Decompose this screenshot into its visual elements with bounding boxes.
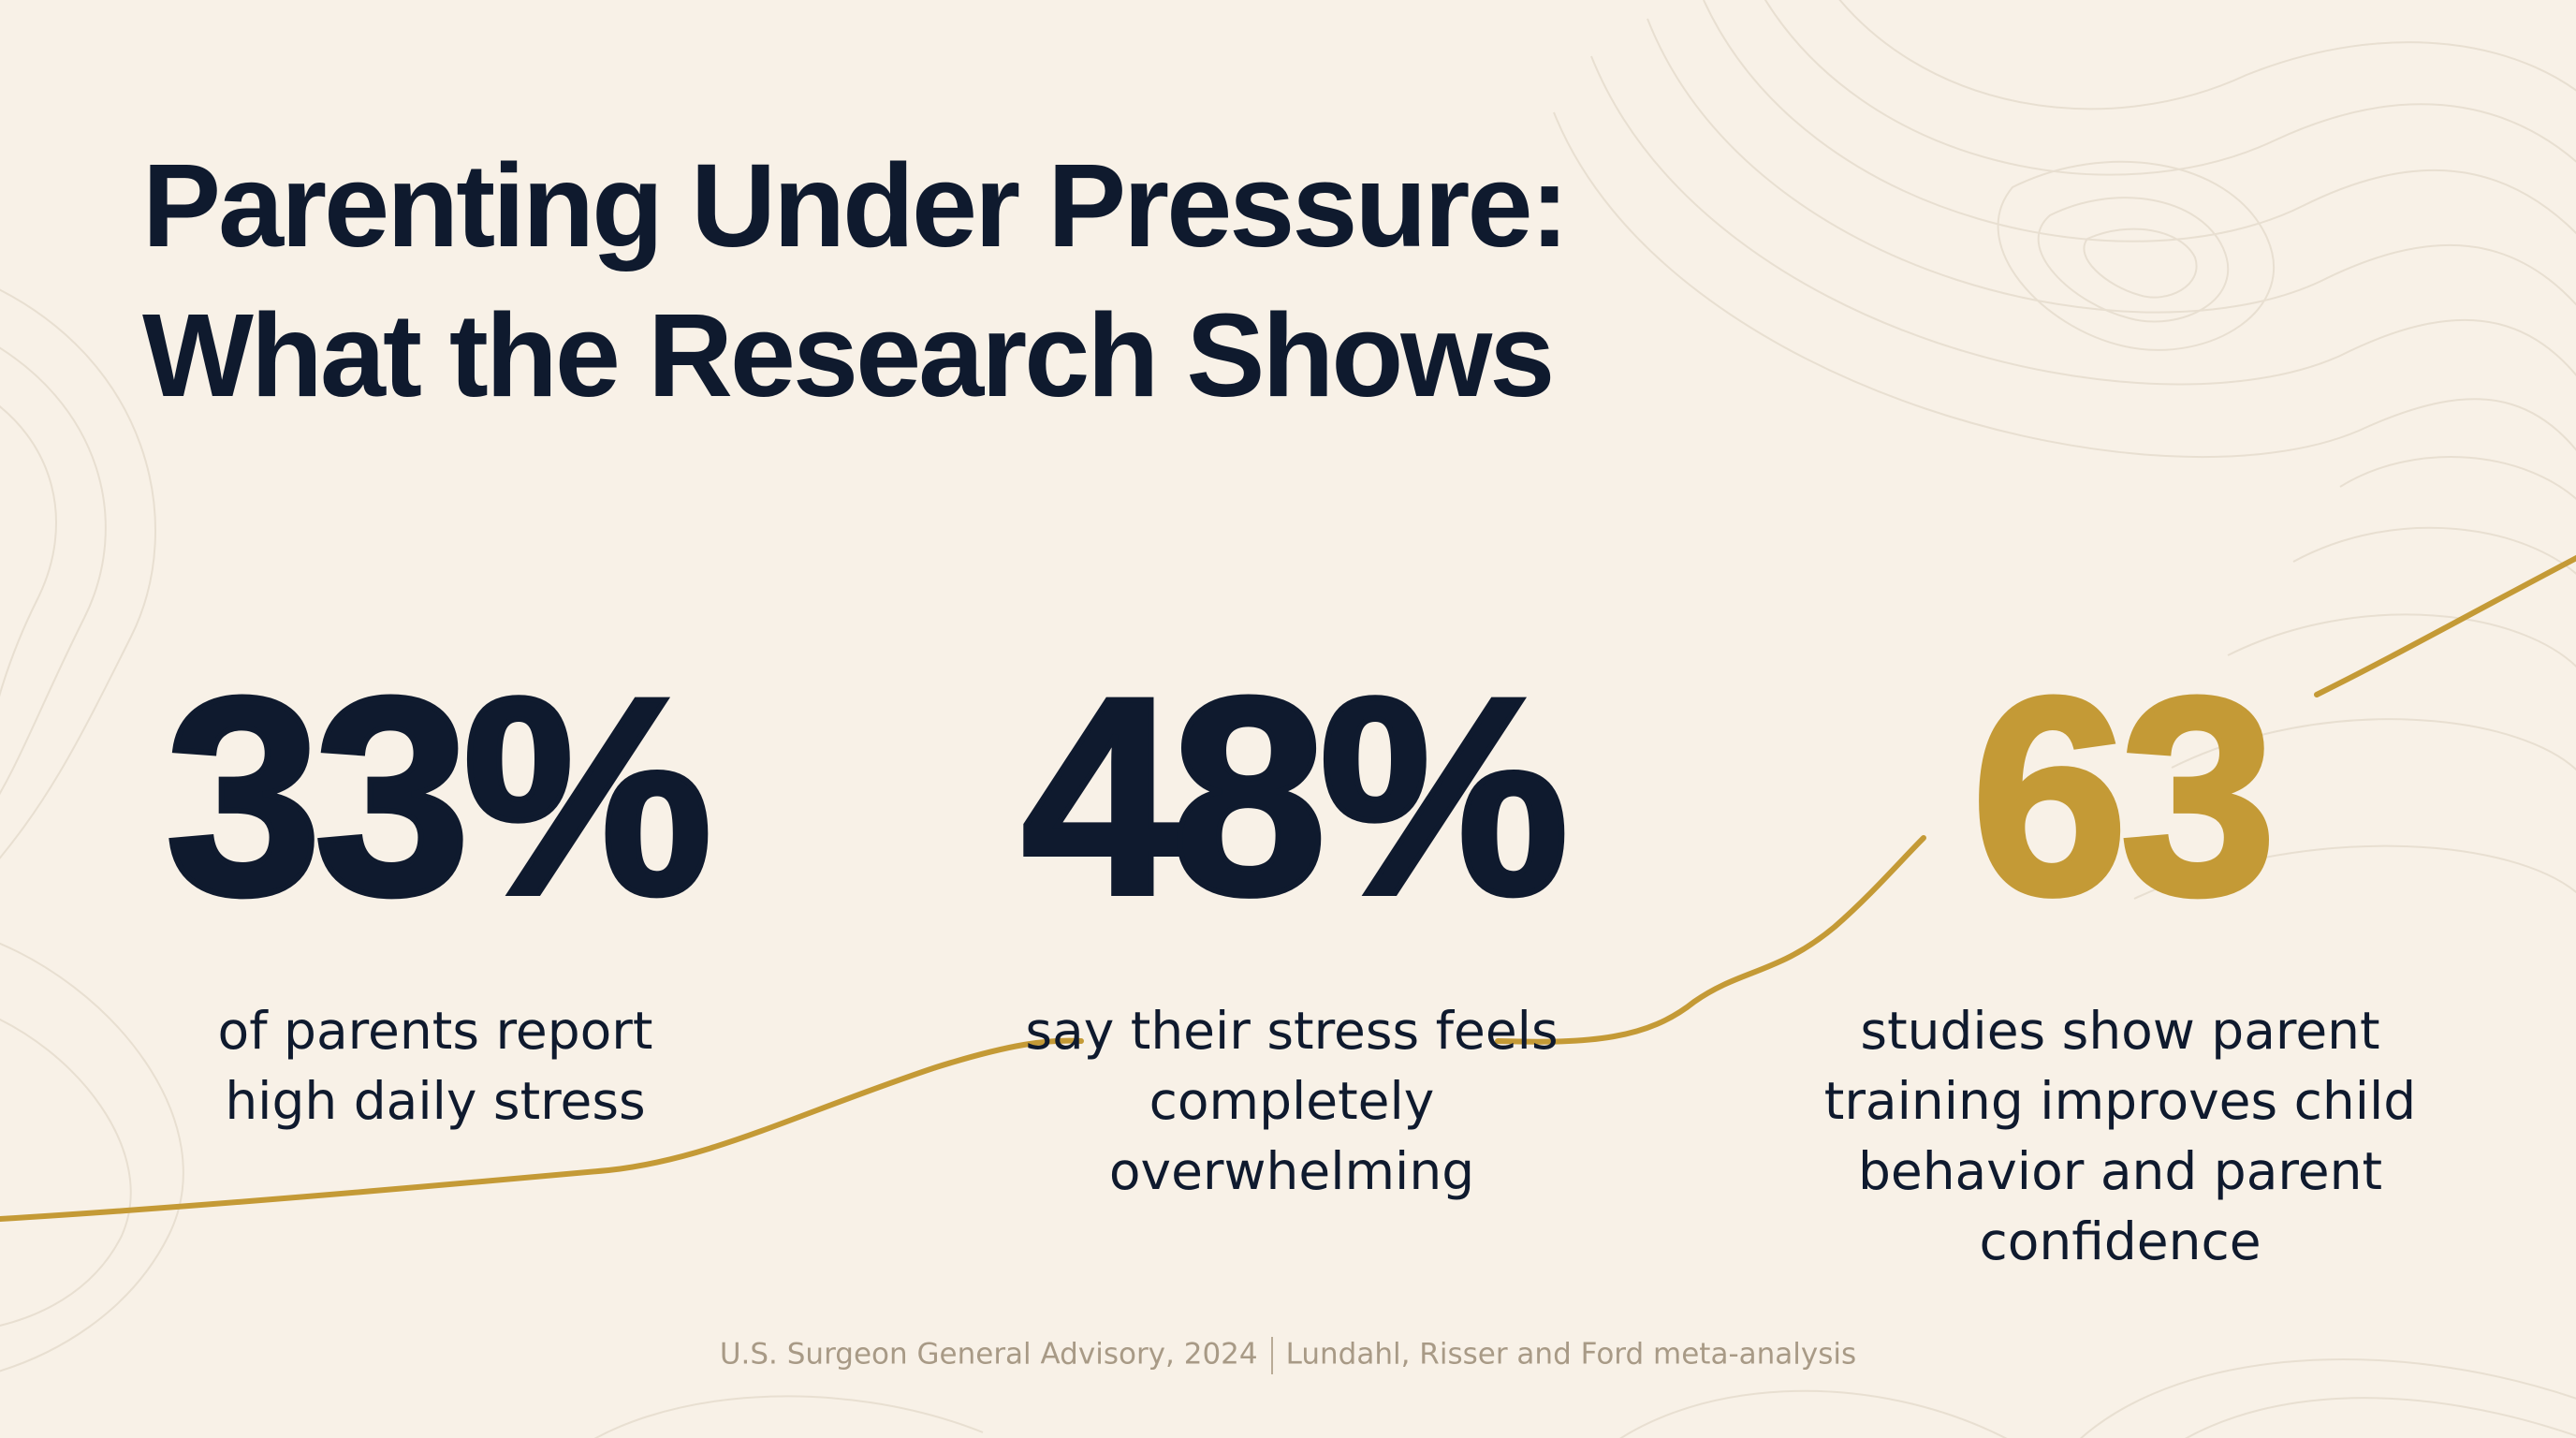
page-title: Parenting Under Pressure: What the Resea… xyxy=(142,131,1921,431)
stat-label: studies show parent training improves ch… xyxy=(1793,996,2448,1277)
stat-label-line: training improves child xyxy=(1823,1071,2417,1131)
stat-label-line: confidence xyxy=(1979,1211,2261,1271)
stat-label-line: completely xyxy=(1149,1071,1435,1131)
stat-label-line: overwhelming xyxy=(1108,1141,1475,1201)
page-title-line-1: Parenting Under Pressure: xyxy=(142,139,1569,271)
source-part-1: U.S. Surgeon General Advisory, 2024 xyxy=(719,1337,1258,1372)
stat-label: of parents report high daily stress xyxy=(108,996,763,1137)
stat-label-line: of parents report xyxy=(217,1001,653,1061)
stat-value: 63 xyxy=(1969,638,2279,953)
gold-trend-line xyxy=(0,554,2576,1222)
source-divider xyxy=(1270,1337,1273,1374)
stat-label-line: high daily stress xyxy=(225,1071,646,1131)
stat-value: 33% xyxy=(163,638,715,953)
stat-label-line: behavior and parent xyxy=(1857,1141,2383,1201)
stat-label-line: studies show parent xyxy=(1860,1001,2380,1061)
stat-label: say their stress feels completely overwh… xyxy=(964,996,1619,1207)
stat-stress-overwhelming: 48% say their stress feels completely ov… xyxy=(964,638,1619,1207)
page-title-line-2: What the Research Shows xyxy=(142,289,1555,421)
source-part-2: Lundahl, Risser and Ford meta-analysis xyxy=(1285,1337,1857,1372)
stat-label-line: say their stress feels xyxy=(1025,1001,1559,1061)
stat-parents-high-stress: 33% of parents report high daily stress xyxy=(108,638,763,1137)
source-citation: U.S. Surgeon General Advisory, 2024 Lunda… xyxy=(0,1337,2576,1374)
stat-parent-training-studies: 63 studies show parent training improves… xyxy=(1793,638,2448,1277)
stat-value: 48% xyxy=(1019,638,1572,953)
